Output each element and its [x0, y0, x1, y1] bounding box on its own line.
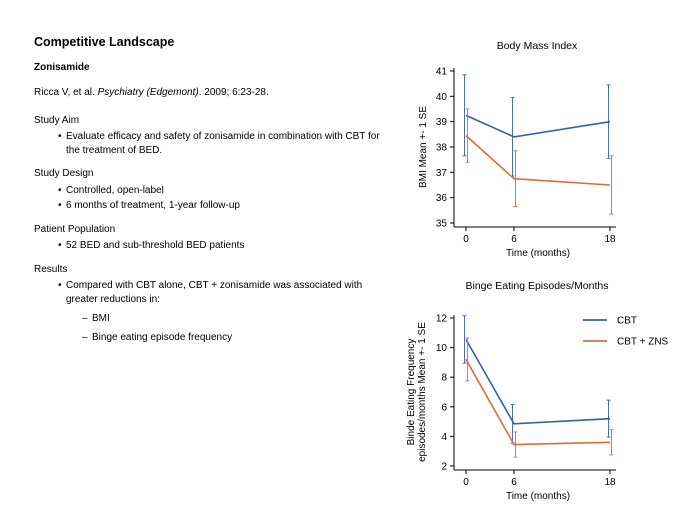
section: Results Compared with CBT alone, CBT + zo… [34, 263, 394, 345]
x-axis-label: Time (months) [506, 248, 570, 259]
y-axis-label: Binde Eating Frequencyepisodes/months Me… [406, 322, 428, 462]
slide-heading: Competitive Landscape [34, 35, 175, 49]
x-tick-label: 6 [511, 477, 517, 488]
series-line-cbt [465, 339, 611, 425]
y-tick-label: 12 [436, 314, 448, 325]
citation-details: . 2009; 6:23-28. [198, 87, 269, 99]
sub-bullet-list: BMI Binge eating episode frequency [66, 312, 394, 344]
sub-bullet-item: Binge eating episode frequency [82, 331, 394, 345]
bullet-list: Compared with CBT alone, CBT + zonisamid… [34, 279, 394, 344]
series-line-cbt_zns [465, 135, 611, 186]
y-tick-label: 35 [436, 219, 448, 230]
citation: Ricca V, et al. Psychiatry (Edgemont). 2… [34, 86, 394, 100]
x-axis-label: Time (months) [506, 491, 570, 502]
sub-bullet-item: BMI [82, 312, 394, 326]
bullet-item: Compared with CBT alone, CBT + zonisamid… [58, 279, 394, 344]
x-tick-label: 0 [463, 234, 469, 245]
y-tick-label: 8 [441, 373, 447, 384]
chart-title: Binge Eating Episodes/Months [465, 280, 608, 292]
x-tick-label: 18 [604, 477, 616, 488]
bullet-item: 52 BED and sub-threshold BED patients [58, 239, 394, 253]
y-tick-label: 4 [441, 432, 447, 443]
x-tick-label: 6 [511, 234, 517, 245]
section: Patient Population 52 BED and sub-thresho… [34, 223, 394, 253]
y-axis-label-line: Binde Eating Frequency [406, 339, 417, 446]
x-tick-label: 18 [604, 234, 616, 245]
binge-chart: Binge Eating Episodes/Months 2 4 6 8 10 12 0 6 18… [406, 280, 669, 502]
y-tick-label: 10 [436, 343, 448, 354]
y-axis-label: BMI Mean +- 1 SE [418, 106, 429, 188]
section-title: Study Design [34, 168, 94, 180]
bullet-list: Evaluate efficacy and safety of zonisami… [34, 130, 394, 157]
section-title: Results [34, 263, 68, 275]
section: Study Aim Evaluate efficacy and safety of… [34, 114, 394, 158]
y-tick-label: 41 [436, 67, 448, 78]
bullet-list: Controlled, open-label6 months of treatm… [34, 184, 394, 213]
bullet-list: 52 BED and sub-threshold BED patients [34, 239, 394, 253]
y-tick-label: 36 [436, 193, 448, 204]
citation-authors: Ricca V, et al. [34, 87, 98, 99]
y-tick-label: 38 [436, 143, 448, 154]
y-tick-label: 6 [441, 402, 447, 413]
bmi-chart: Body Mass Index 35 36 37 38 39 40 41 0 6 18 Time (m… [418, 40, 616, 259]
y-tick-label: 40 [436, 92, 448, 103]
section: Study Design Controlled, open-label6 mont… [34, 167, 394, 213]
x-tick-label: 0 [463, 477, 469, 488]
series-line-cbt [465, 114, 611, 138]
series-line-cbt_zns [465, 359, 611, 446]
bullet-item: 6 months of treatment, 1-year follow-up [58, 199, 394, 213]
bullet-item: Evaluate efficacy and safety of zonisami… [58, 130, 394, 157]
bullet-item: Controlled, open-label [58, 184, 394, 198]
legend-label-cbt: CBT [617, 316, 637, 327]
y-tick-label: 37 [436, 168, 448, 179]
section-title: Patient Population [34, 223, 116, 235]
section-title: Study Aim [34, 114, 80, 126]
citation-journal: Psychiatry (Edgemont) [97, 87, 199, 99]
y-axis-label-line: episodes/months Mean +- 1 SE [417, 322, 428, 462]
study-sections: Study Aim Evaluate efficacy and safety of… [34, 114, 394, 345]
slide-text: Competitive Landscape Zonisamide Ricca V… [34, 34, 394, 354]
chart-title: Body Mass Index [497, 40, 578, 52]
y-tick-label: 2 [441, 462, 447, 473]
y-axis-label-line: BMI Mean +- 1 SE [418, 106, 429, 188]
legend-label-cbt_zns: CBT + ZNS [617, 337, 669, 348]
y-tick-label: 39 [436, 117, 448, 128]
drug-name: Zonisamide [34, 61, 90, 73]
